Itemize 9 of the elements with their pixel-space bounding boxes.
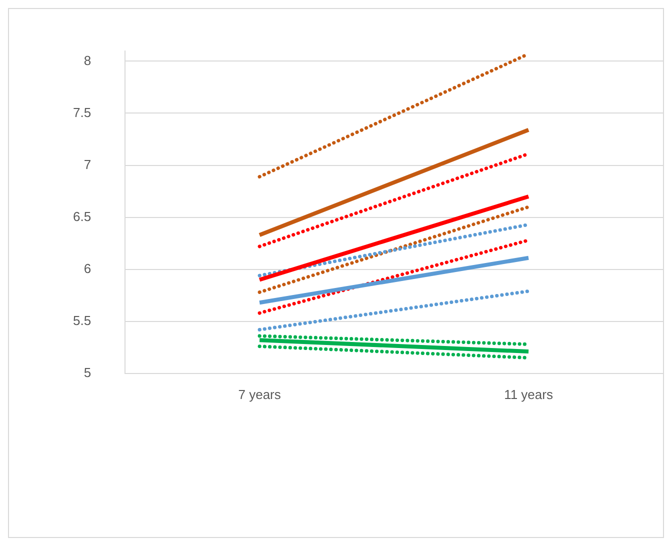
y-tick-label: 5: [84, 364, 92, 380]
y-tick-label: 7.5: [72, 104, 92, 120]
x-tick-label: 11 years: [504, 386, 554, 402]
y-tick-label: 7: [84, 156, 92, 172]
x-tick-label: 7 years: [238, 386, 282, 402]
y-tick-label: 6.5: [72, 208, 92, 224]
y-tick-label: 6: [84, 260, 92, 276]
y-tick-label: 5.5: [72, 312, 92, 328]
y-tick-label: 8: [84, 52, 92, 68]
